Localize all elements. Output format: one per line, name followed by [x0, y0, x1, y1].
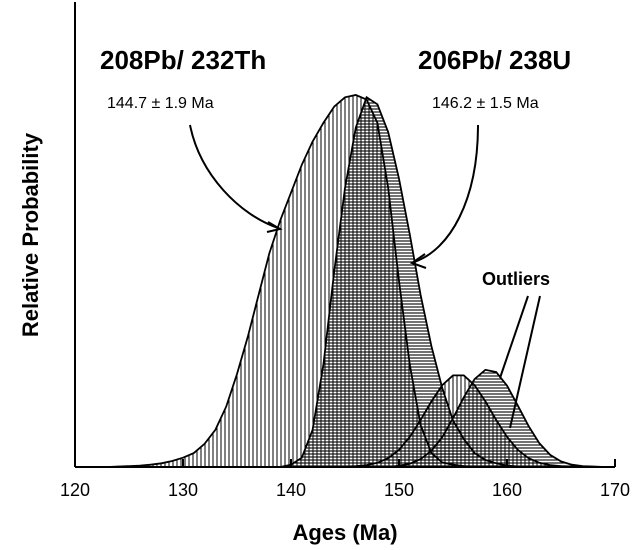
area-fill: [75, 369, 615, 467]
series-label: 208Pb/ 232Th: [100, 45, 266, 75]
x-axis-label: Ages (Ma): [292, 520, 397, 545]
arrow: [499, 295, 529, 379]
arrow: [509, 295, 541, 429]
arrow-head: [266, 221, 283, 233]
arrow-head: [409, 253, 427, 269]
series-label: 206Pb/ 238U: [418, 45, 571, 75]
annotation: Outliers: [482, 269, 550, 289]
y-axis-label: Relative Probability: [18, 132, 43, 337]
x-tick-label: 130: [168, 480, 198, 500]
x-tick-label: 120: [60, 480, 90, 500]
arrows: [189, 124, 541, 429]
x-tick-label: 160: [492, 480, 522, 500]
x-tick-label: 140: [276, 480, 306, 500]
annotation: 144.7 ± 1.9 Ma: [107, 95, 214, 112]
arrow: [189, 124, 279, 229]
x-tick-label: 150: [384, 480, 414, 500]
arrow: [413, 124, 479, 263]
x-tick-label: 170: [600, 480, 630, 500]
annotation: 146.2 ± 1.5 Ma: [432, 95, 539, 112]
area-fill: [75, 97, 615, 468]
